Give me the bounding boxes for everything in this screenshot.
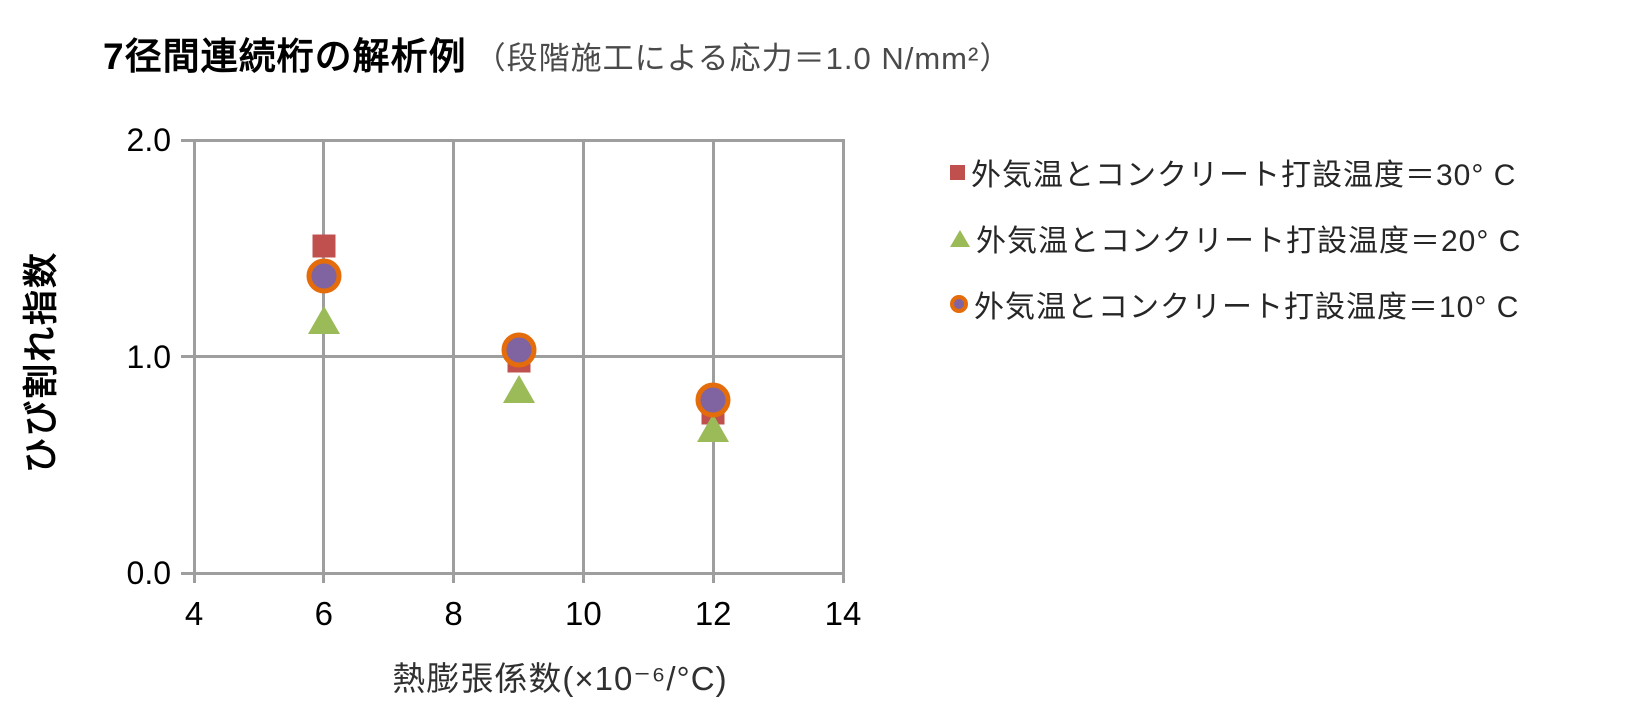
x-axis-title: 熱膨張係数(×10⁻⁶/°C) (392, 660, 728, 697)
legend-triangle-icon (950, 229, 970, 247)
x-tick-label: 14 (824, 595, 862, 632)
chart-title-main: 7径間連続桁の解析例 (103, 36, 467, 77)
v-gridline (452, 138, 456, 583)
legend-item: 外気温とコンクリート打設温度＝10° C (950, 282, 1519, 326)
legend-circle-icon (950, 295, 968, 313)
marker-square (312, 234, 336, 258)
x-tick-label: 6 (314, 595, 333, 632)
v-gridline (711, 138, 715, 583)
x-tick-label: 12 (694, 595, 732, 632)
legend-item: 外気温とコンクリート打設温度＝20° C (950, 216, 1521, 260)
triangle-marker-icon (697, 413, 730, 442)
marker-triangle (502, 374, 535, 403)
legend-label: 外気温とコンクリート打設温度＝10° C (974, 291, 1520, 324)
legend-label: 外気温とコンクリート打設温度＝20° C (976, 225, 1522, 258)
h-gridline (181, 138, 843, 142)
circle-marker-icon (695, 382, 731, 418)
marker-circle (306, 258, 342, 294)
marker-circle (695, 382, 731, 418)
chart-title: 7径間連続桁の解析例 （段階施工による応力＝1.0 N/mm²） (103, 26, 1011, 80)
triangle-marker-icon (307, 305, 340, 334)
h-gridline (181, 571, 843, 575)
legend-item: 外気温とコンクリート打設温度＝30° C (950, 150, 1516, 194)
square-marker-icon (312, 234, 336, 258)
y-tick-label: 2.0 (126, 122, 171, 158)
marker-triangle (697, 413, 730, 442)
legend-square-icon (950, 164, 965, 180)
marker-circle (501, 332, 536, 368)
y-axis-title: ひび割れ指数 (22, 251, 61, 474)
y-tick-label: 0.0 (126, 555, 171, 591)
x-tick-label: 8 (444, 595, 463, 632)
legend-label: 外気温とコンクリート打設温度＝30° C (971, 159, 1517, 192)
triangle-marker-icon (502, 374, 535, 403)
v-gridline (841, 138, 845, 583)
circle-marker-icon (501, 332, 536, 368)
v-gridline (192, 138, 196, 583)
circle-marker-icon (306, 258, 342, 294)
x-tick-label: 10 (565, 595, 602, 632)
y-tick-label: 1.0 (126, 338, 171, 375)
x-tick-label: 4 (184, 595, 204, 632)
chart-title-subtitle: （段階施工による応力＝1.0 N/mm²） (474, 41, 1012, 76)
marker-triangle (307, 305, 340, 334)
v-gridline (322, 138, 326, 583)
v-gridline (581, 138, 585, 583)
